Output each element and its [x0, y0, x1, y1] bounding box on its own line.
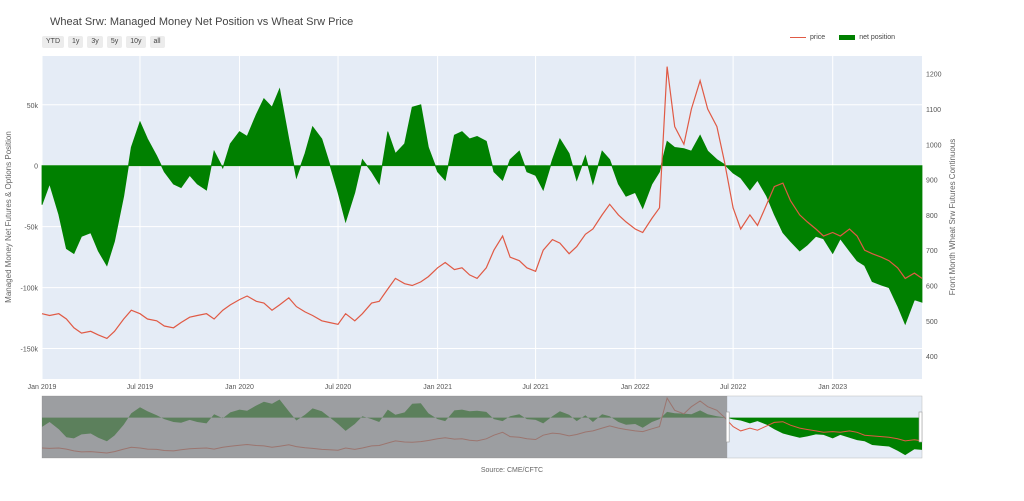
price-line [41, 66, 923, 340]
legend-item-price[interactable]: price [790, 34, 825, 41]
x-tick-label: Jan 2019 [28, 384, 57, 391]
y-left-tick-label: -100k [20, 286, 38, 293]
x-tick-label: Jul 2021 [522, 384, 549, 391]
legend-label-price: price [810, 34, 826, 41]
legend: price net position [790, 34, 895, 41]
price-line-layer [41, 66, 923, 340]
y-left-tick-label: -150k [20, 347, 38, 354]
range-button-ytd[interactable]: YTD [42, 36, 64, 48]
y-right-tick-label: 700 [926, 248, 938, 255]
x-tick-label: Jul 2022 [720, 384, 747, 391]
y-right-tick-label: 600 [926, 283, 938, 290]
y-right-tick-label: 1000 [926, 142, 942, 149]
source-note: Source: CME/CFTC [480, 467, 544, 474]
range-slider-unselected-shade [42, 396, 728, 458]
range-button-3y[interactable]: 3y [87, 36, 103, 48]
net-position-area [41, 87, 923, 326]
y-left-axis-title: Managed Money Net Futures & Options Posi… [4, 131, 13, 303]
y-right-tick-label: 800 [926, 213, 938, 220]
range-slider-left-handle[interactable] [725, 411, 730, 443]
y-right-tick-label: 500 [926, 319, 938, 326]
range-slider-right-handle[interactable] [918, 411, 923, 443]
y-right-tick-label: 400 [926, 354, 938, 361]
range-button-10y[interactable]: 10y [126, 36, 146, 48]
x-tick-label: Jan 2020 [225, 384, 254, 391]
range-button-all[interactable]: all [149, 36, 165, 48]
y-left-tick-label: 50k [27, 103, 39, 110]
y-right-tick-label: 900 [926, 178, 938, 185]
y-right-tick-label: 1100 [926, 107, 941, 114]
y-left-tick-label: -50k [24, 225, 38, 232]
x-tick-label: Jan 2023 [818, 384, 847, 391]
y-right-tick-label: 1200 [926, 72, 942, 79]
chart-title: Wheat Srw: Managed Money Net Position vs… [50, 16, 354, 28]
axes-layer: Jan 2019 Jul 2019 Jan 2020 Jul 2020 Jan 2021… [20, 72, 941, 391]
legend-swatch-price [790, 37, 806, 38]
net-position-area-layer [41, 87, 923, 326]
range-slider[interactable] [41, 395, 923, 459]
range-button-5y[interactable]: 5y [106, 36, 123, 48]
x-tick-label: Jul 2020 [325, 384, 352, 391]
legend-label-net-position: net position [859, 34, 895, 41]
range-button-1y[interactable]: 1y [68, 36, 84, 48]
range-selector: YTD 1y 3y 5y 10y all [42, 36, 165, 48]
x-tick-label: Jul 2019 [127, 384, 154, 391]
x-tick-label: Jan 2022 [621, 384, 650, 391]
legend-swatch-net-position [839, 35, 856, 40]
x-tick-label: Jan 2021 [423, 384, 452, 391]
y-left-tick-label: 0 [34, 164, 38, 171]
y-right-axis-title: Front Month Wheat Srw Futures Continuous [948, 139, 957, 296]
legend-item-net-position[interactable]: net position [839, 34, 895, 41]
